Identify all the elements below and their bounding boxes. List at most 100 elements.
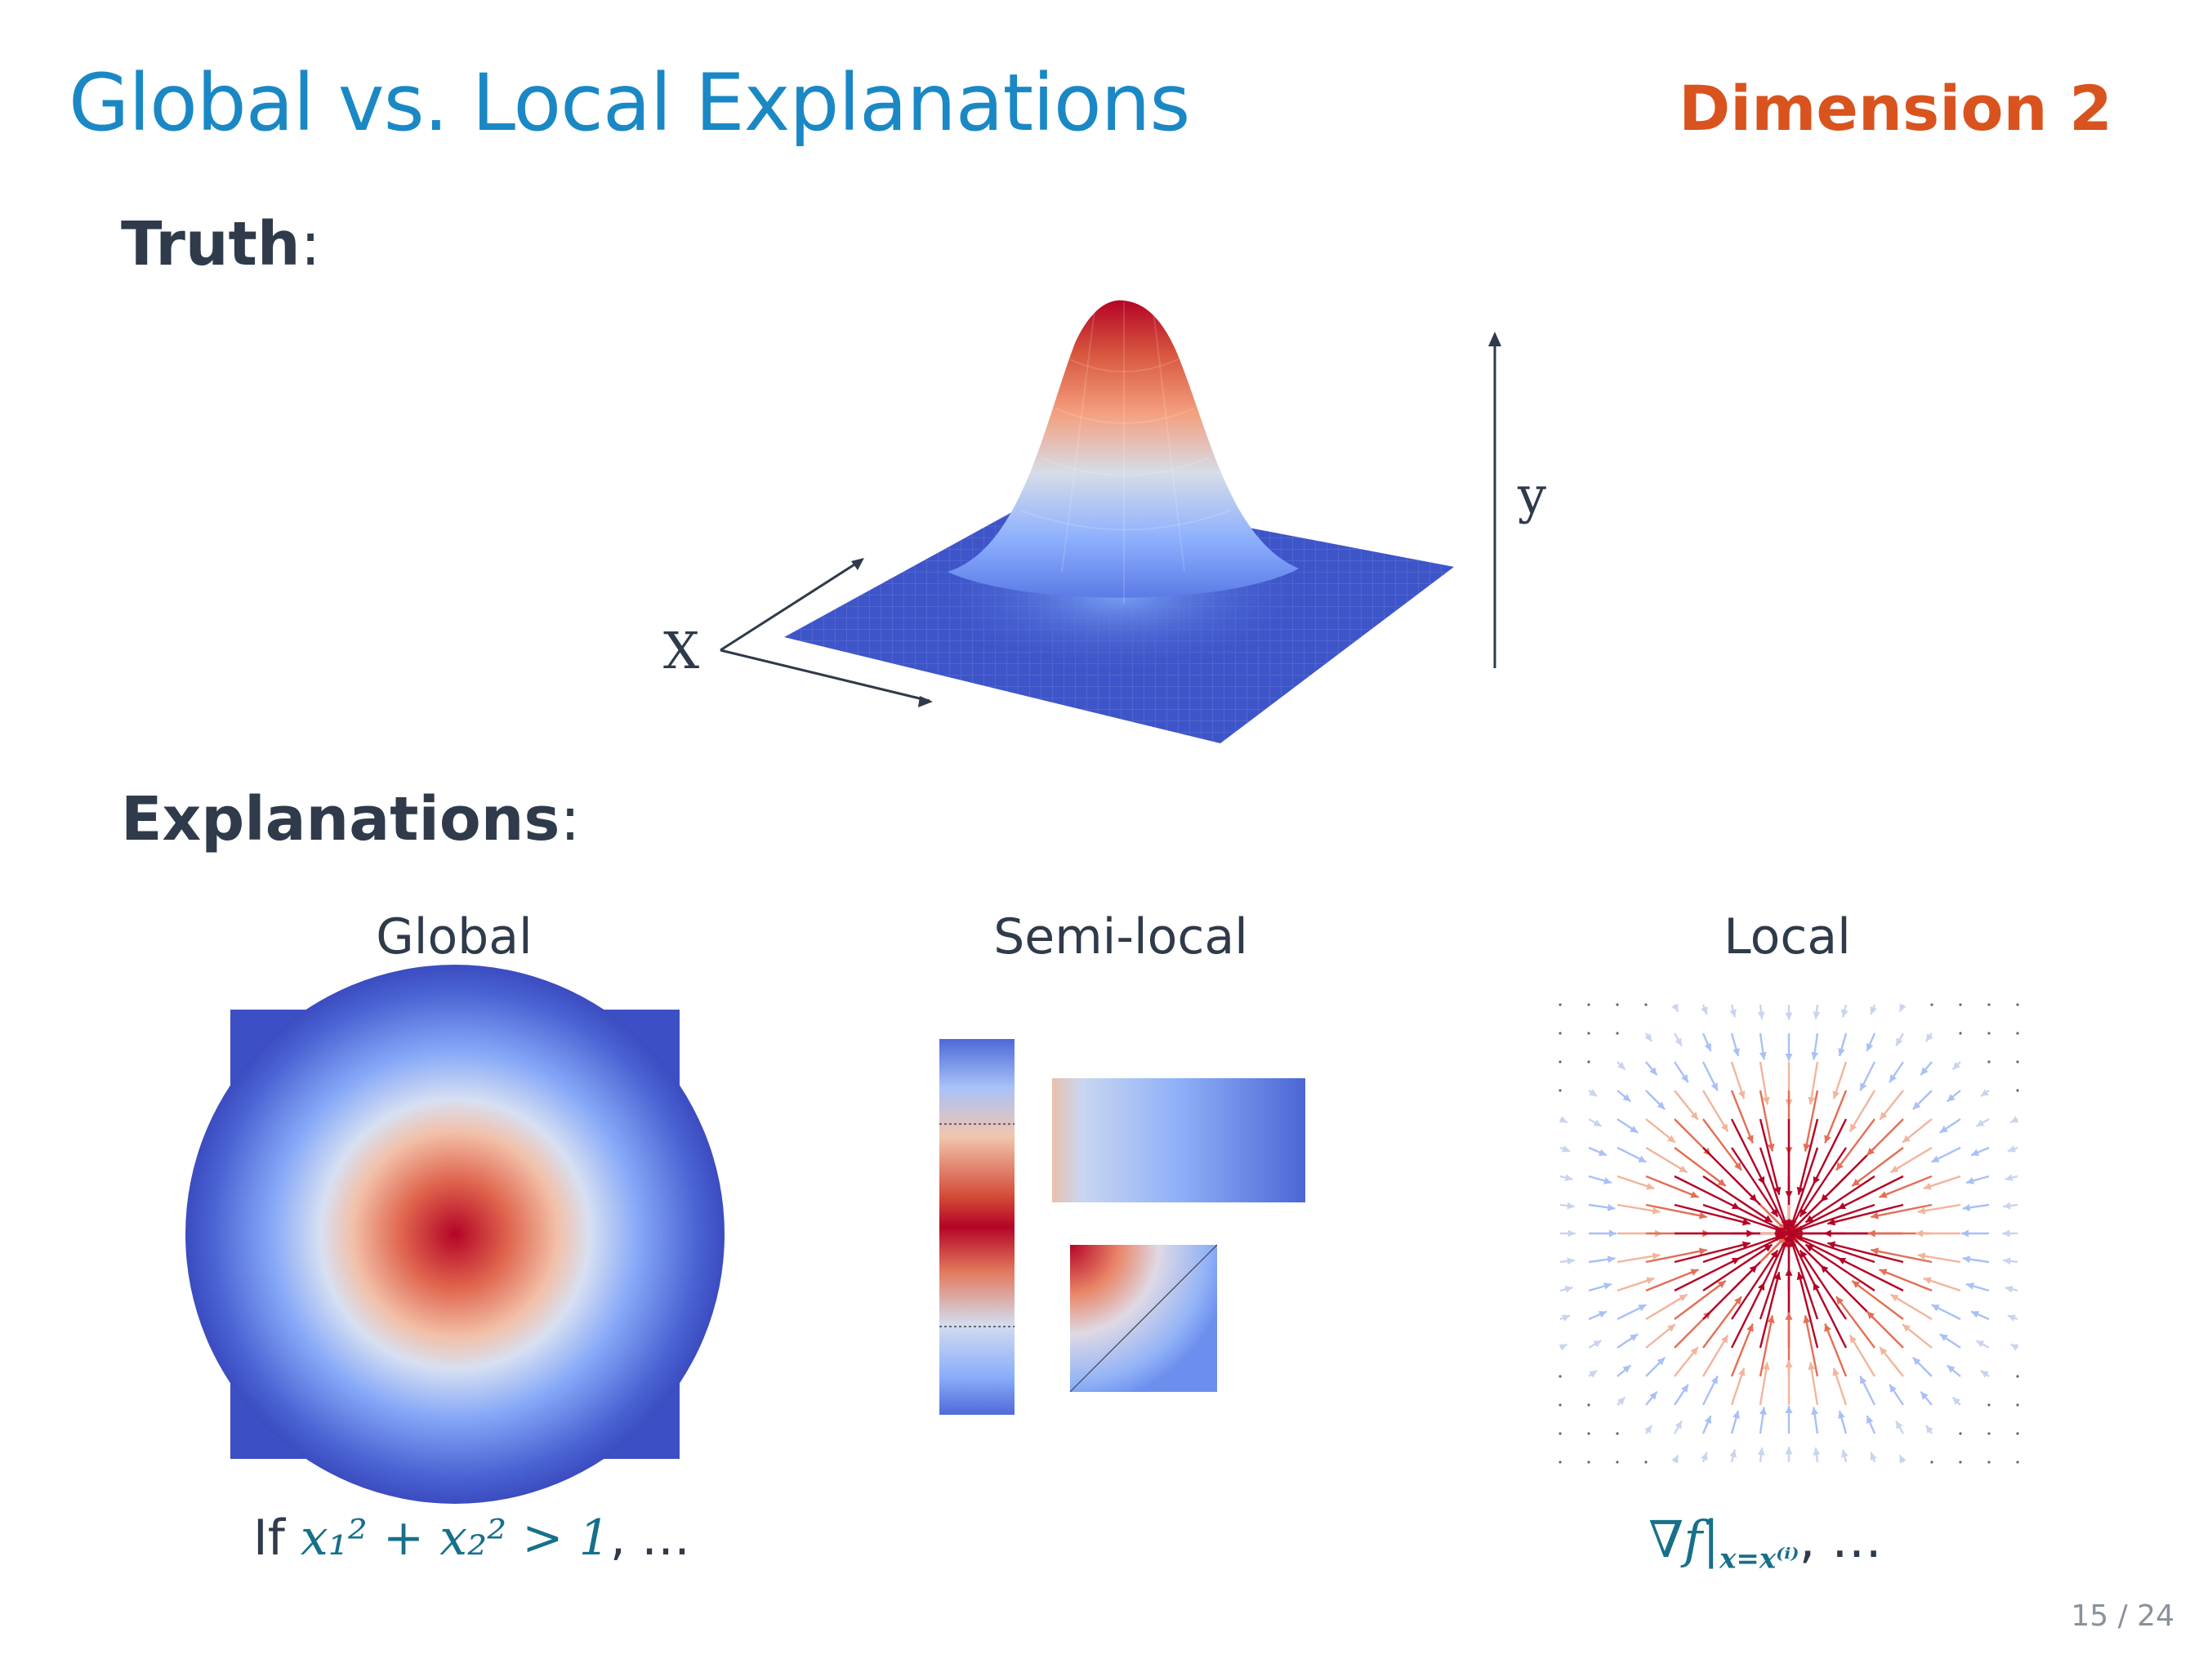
gradient-arrowhead (1980, 1370, 1989, 1378)
surface-peak (948, 300, 1299, 598)
gradient-arrowhead (1598, 1311, 1607, 1318)
gradient-arrow (1645, 1175, 1699, 1198)
gradient-arrowhead (1764, 1244, 1773, 1252)
field-dot (1987, 1060, 1991, 1064)
gradient-arrowhead (1657, 1101, 1666, 1110)
gradient-arrowhead (1767, 1143, 1775, 1152)
explanations-colon: : (560, 784, 581, 854)
gradient-arrowhead (1976, 1340, 1985, 1348)
gradient-arrowhead (1717, 1280, 1726, 1288)
gradient-arrow (1837, 1175, 1904, 1211)
gradient-arrowhead (1622, 1094, 1631, 1102)
gradient-arrowhead (1567, 1257, 1575, 1265)
gradient-arrowhead (1966, 1282, 1974, 1290)
gradient-arrow (1835, 1118, 1875, 1171)
gradient-arrow (1702, 1203, 1784, 1233)
gradient-arrowhead (1966, 1177, 1974, 1184)
gradient-arrowhead (1799, 1250, 1808, 1259)
gradient-arrowhead (1603, 1282, 1612, 1290)
gradient-arrowhead (1729, 1449, 1737, 1458)
gradient-arrowhead (1710, 1376, 1718, 1385)
gradient-arrowhead (1690, 1112, 1698, 1120)
gradient-arrowhead (1838, 1411, 1845, 1419)
semi-local-vertical-strip (939, 1039, 1015, 1415)
field-dot (1559, 1375, 1562, 1378)
gradient-arrowhead (1679, 1165, 1688, 1173)
gradient-arrowhead (1607, 1203, 1616, 1211)
gradient-arrow (1799, 1147, 1847, 1218)
field-dot (1959, 1003, 1962, 1006)
gradient-arrowhead (1681, 1074, 1688, 1083)
gradient-arrowhead (1827, 1218, 1836, 1226)
gradient-arrowhead (2007, 1314, 2016, 1322)
x-axis-label: X (663, 621, 699, 680)
gradient-arrowhead (1701, 1006, 1708, 1015)
gradient-arrowhead (1849, 1335, 1857, 1344)
gradient-arrowhead (2003, 1257, 2011, 1265)
gradient-arrowhead (1770, 1250, 1778, 1259)
gradient-arrow (1701, 1090, 1729, 1133)
gradient-arrowhead (1704, 1416, 1711, 1425)
gradient-arrowhead (1808, 1362, 1816, 1371)
gradient-arrowhead (1952, 1061, 1961, 1070)
gradient-arrow (1702, 1118, 1742, 1171)
field-dot (1930, 1461, 1933, 1464)
gradient-arrowhead (1720, 1335, 1728, 1344)
gradient-arrowhead (1785, 1053, 1793, 1061)
gradient-arrowhead (1832, 1090, 1840, 1099)
gradient-arrowhead (1827, 1241, 1836, 1249)
gradient-arrowhead (1646, 1182, 1655, 1190)
gradient-arrowhead (1899, 1003, 1907, 1012)
local-formula-suffix: , … (1799, 1510, 1882, 1569)
gradient-arrowhead (1803, 1143, 1811, 1152)
explanations-heading: Explanations: (121, 784, 580, 854)
gradient-arrowhead (1820, 1193, 1829, 1202)
gradient-arrowhead (1559, 1344, 1568, 1351)
gradient-arrow (1702, 1296, 1742, 1349)
gradient-arrowhead (1813, 1447, 1821, 1456)
gradient-arrowhead (1871, 1211, 1880, 1220)
field-dot (1559, 1032, 1562, 1035)
gradient-arrowhead (1813, 1011, 1821, 1019)
gradient-arrowhead (1837, 1202, 1847, 1210)
gradient-arrowhead (1785, 1406, 1793, 1414)
gradient-arrowhead (1925, 1425, 1933, 1434)
gradient-arrow (1702, 1234, 1784, 1264)
global-heatmap (185, 965, 725, 1504)
gradient-arrow (1827, 1242, 1904, 1264)
gradient-arrowhead (1917, 1252, 1926, 1260)
gradient-arrowhead (1759, 1051, 1767, 1060)
gradient-arrowhead (1931, 1155, 1940, 1162)
gradient-arrow (1794, 1234, 1875, 1264)
gradient-arrowhead (1889, 1384, 1897, 1393)
gradient-arrowhead (1638, 1155, 1647, 1162)
field-dot (1587, 1403, 1590, 1407)
gradient-arrow (1851, 1147, 1904, 1187)
gradient-arrow (1674, 1242, 1750, 1264)
gradient-arrowhead (1923, 1182, 1932, 1190)
gradient-arrowhead (1567, 1202, 1575, 1210)
gradient-arrowhead (1976, 1119, 1985, 1126)
field-dot (1559, 1403, 1562, 1407)
column-semi-local: Semi-local (993, 908, 1248, 966)
local-gradient-field (1559, 1003, 2019, 1464)
field-dot (1987, 1403, 1991, 1407)
gradient-arrowhead (1737, 1367, 1746, 1376)
gradient-arrow (1759, 1238, 1788, 1320)
gradient-arrowhead (1866, 1416, 1874, 1425)
gradient-arrowhead (1717, 1179, 1726, 1187)
gradient-arrowhead (1598, 1148, 1607, 1156)
gradient-arrowhead (1649, 1391, 1657, 1400)
gradient-arrowhead (1671, 1455, 1679, 1464)
gradient-arrowhead (1880, 1347, 1888, 1355)
gradient-arrowhead (2002, 1229, 2010, 1238)
field-dot (1587, 1060, 1590, 1064)
gradient-arrow (1645, 1203, 1707, 1219)
gradient-arrow (1819, 1264, 1875, 1320)
gradient-arrowhead (1912, 1357, 1921, 1366)
gradient-arrow (1730, 1090, 1754, 1144)
global-formula-suffix: , … (609, 1510, 690, 1567)
gradient-arrowhead (1589, 1370, 1598, 1378)
field-dot (2016, 1403, 2019, 1407)
gradient-arrowhead (1896, 1420, 1903, 1429)
